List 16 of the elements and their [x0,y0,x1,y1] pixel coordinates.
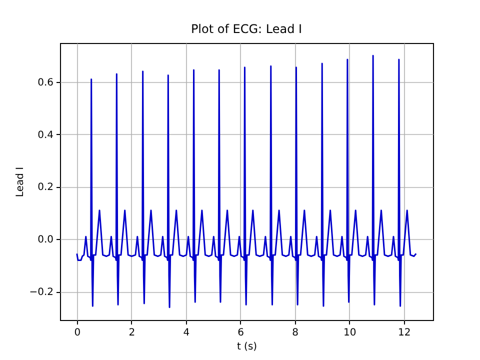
y-tick-label: 0.6 [38,77,54,88]
y-axis-title: Lead I [15,166,26,198]
x-tick-label: 10 [343,328,356,338]
x-tick-label: 8 [292,328,299,338]
y-tick-label: 0.4 [38,130,54,141]
chart-title: Plot of ECG: Lead I [190,22,302,36]
x-tick-label: 4 [183,328,190,338]
x-tick-label: 12 [398,328,411,338]
x-tick-label: 0 [74,328,81,338]
x-tick-label: 6 [238,328,244,338]
x-axis-title: t (s) [236,342,258,352]
x-tick-label: 2 [128,328,136,338]
y-tick-label: −0.2 [29,287,54,298]
line-series [76,54,417,308]
y-tick-label: 0.2 [38,182,54,194]
y-tick-label: 0.0 [38,234,54,246]
